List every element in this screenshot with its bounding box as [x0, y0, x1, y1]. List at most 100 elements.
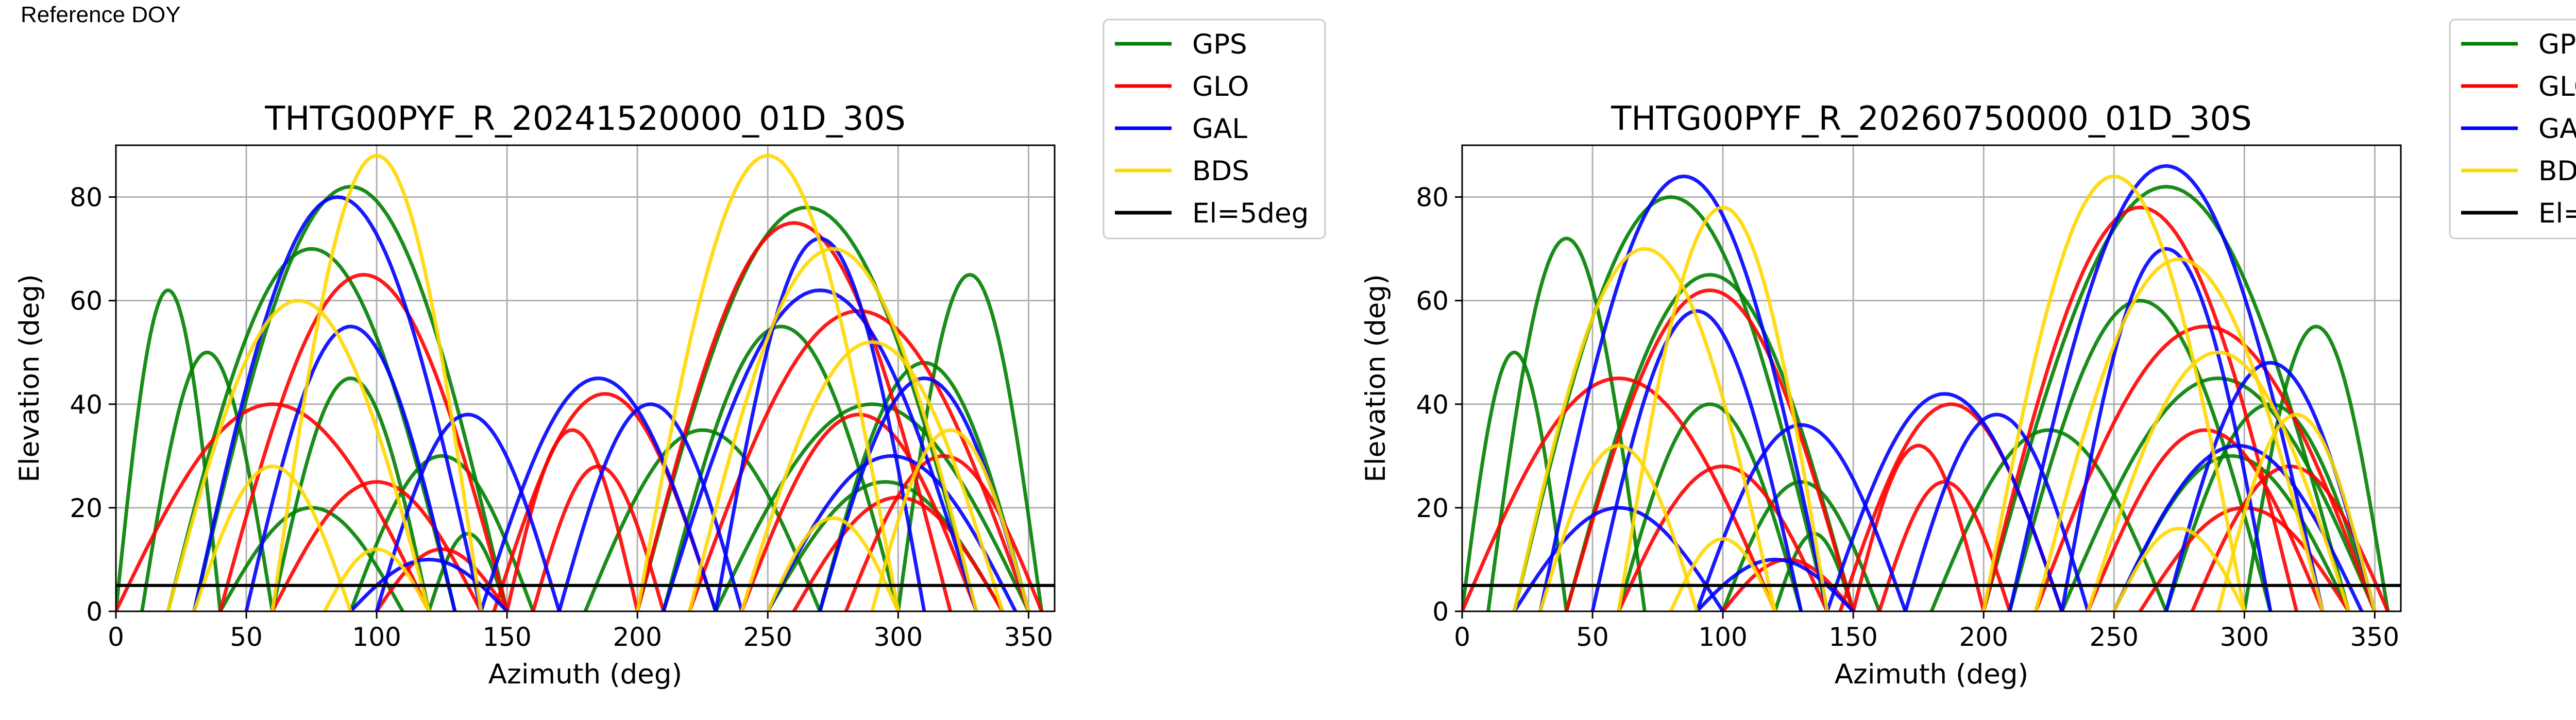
x-tick-label: 300 [2220, 622, 2269, 652]
x-axis-label: Azimuth (deg) [1835, 659, 2029, 690]
legend-label: GLO [2538, 71, 2576, 102]
y-tick-label: 40 [1416, 390, 1449, 420]
x-tick-label: 50 [230, 622, 263, 652]
gps-arc [2242, 324, 2390, 611]
gps-arc [635, 205, 978, 611]
x-tick-label: 50 [1576, 622, 1609, 652]
x-tick-label: 150 [1828, 622, 1877, 652]
gps-arc [192, 184, 509, 611]
gps-arc [1981, 184, 2351, 611]
glo-arc [1564, 288, 1855, 611]
gps-arc [349, 454, 535, 611]
x-axis-label: Azimuth (deg) [488, 659, 683, 690]
bds-arc [687, 247, 978, 611]
y-tick-label: 80 [70, 183, 103, 213]
gal-arc [479, 376, 718, 611]
bds-arc [270, 153, 483, 611]
x-tick-label: 0 [1454, 622, 1470, 652]
glo-arc [2033, 324, 2377, 611]
glo-arc [1617, 464, 1829, 611]
gps-arc [218, 506, 405, 611]
plot-frame [115, 144, 1056, 612]
y-tick-label: 80 [1416, 183, 1449, 213]
bds-arc [1617, 205, 1829, 611]
bds-arc [2216, 413, 2377, 611]
glo-arc [505, 428, 639, 611]
x-tick-label: 100 [1698, 622, 1747, 652]
legend-label: GAL [2538, 113, 2576, 145]
gal-arc [1512, 506, 1725, 611]
series-group [1462, 164, 2390, 611]
gps-arc [1462, 350, 1568, 611]
page-label: Reference DOY [21, 2, 181, 27]
bds-arc [166, 299, 431, 611]
y-tick-label: 60 [70, 286, 103, 316]
series-group [116, 153, 1044, 611]
bds-arc [323, 547, 431, 611]
gal-arc [1590, 309, 1803, 611]
glo-arc [1981, 205, 2299, 611]
bds-arc [2112, 526, 2246, 611]
legend-box [1103, 19, 1326, 239]
glo-arc [635, 221, 953, 611]
legend: GPS GLO GAL BDS El=5deg [2449, 19, 2576, 239]
gal-arc [375, 413, 561, 611]
glo-arc [687, 309, 1030, 611]
x-tick-label: 250 [2090, 622, 2139, 652]
gal-arc [662, 288, 978, 611]
bds-arc [1512, 247, 1777, 611]
gal-arc [1903, 413, 2090, 611]
x-tick-label: 350 [1004, 622, 1053, 652]
chart-1: 0 50 100 150 200 250 300 350 0 20 40 60 80 THTG00PYF_… [1360, 19, 2576, 690]
legend-label: El=5deg [1192, 198, 1309, 229]
x-tick-label: 150 [482, 622, 531, 652]
legend-label: GLO [1192, 71, 1249, 102]
gal-arc [714, 236, 926, 611]
chart-title: THTG00PYF_R_20260750000_01D_30S [1611, 100, 2252, 138]
bds-arc [766, 516, 900, 611]
bds-arc [1981, 174, 2246, 611]
legend-label: El=5deg [2538, 198, 2576, 229]
legend-label: BDS [2538, 156, 2576, 187]
x-tick-label: 0 [108, 622, 124, 652]
bds-arc [1538, 443, 1699, 611]
gps-arc [583, 428, 822, 611]
legend-label: GPS [2538, 29, 2576, 60]
y-tick-label: 20 [70, 493, 103, 523]
plot-frame [1461, 144, 2402, 612]
y-tick-label: 0 [86, 597, 103, 627]
x-tick-label: 200 [1959, 622, 2008, 652]
legend-label: GPS [1192, 29, 1247, 60]
bds-arc [1669, 537, 1777, 611]
y-tick-label: 20 [1416, 493, 1449, 523]
gal-arc [2060, 247, 2273, 611]
x-tick-label: 100 [352, 622, 401, 652]
glo-arc [1462, 376, 1777, 611]
bds-arc [870, 428, 1030, 611]
bds-arc [2086, 350, 2351, 611]
y-tick-label: 0 [1432, 597, 1449, 627]
y-axis-label: Elevation (deg) [14, 274, 45, 482]
glo-arc [492, 392, 718, 611]
chart-0: 0 50 100 150 200 250 300 350 0 20 40 60 80 THTG00PYF_… [14, 19, 1326, 690]
gps-arc [714, 402, 1030, 611]
x-tick-label: 250 [743, 622, 792, 652]
gps-arc [166, 247, 457, 611]
gal-arc [2008, 164, 2325, 611]
glo-arc [2086, 428, 2325, 611]
chart-title: THTG00PYF_R_20241520000_01D_30S [264, 100, 906, 138]
legend: GPS GLO GAL BDS El=5deg [1103, 19, 1326, 239]
y-axis-label: Elevation (deg) [1360, 274, 1392, 482]
glo-arc [218, 272, 509, 611]
gal-arc [557, 402, 744, 611]
glo-arc [116, 402, 431, 611]
y-tick-label: 40 [70, 390, 103, 420]
glo-arc [740, 413, 978, 611]
gal-arc [1538, 174, 1829, 611]
x-tick-label: 300 [874, 622, 923, 652]
gal-arc [1825, 392, 2064, 611]
glo-arc [844, 454, 1044, 611]
x-tick-label: 350 [2350, 622, 2399, 652]
bds-arc [635, 153, 900, 611]
